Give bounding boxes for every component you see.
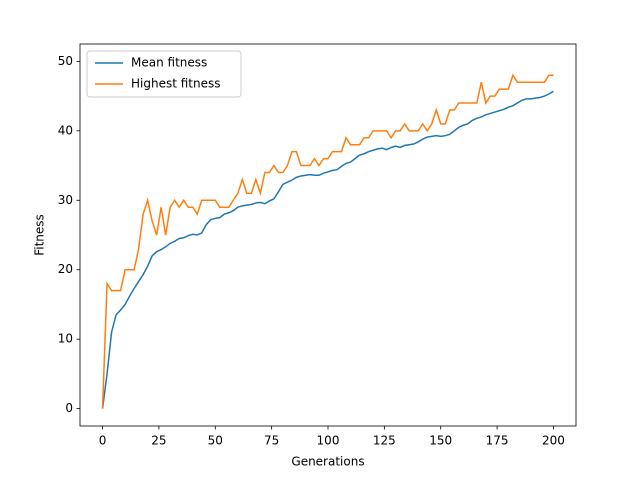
y-tick-label: 10 xyxy=(58,332,73,346)
x-tick-label: 200 xyxy=(542,434,565,448)
y-tick-label: 20 xyxy=(58,262,73,276)
legend-label: Highest fitness xyxy=(131,77,221,91)
series-line xyxy=(101,73,554,409)
x-tick-label: 0 xyxy=(99,434,107,448)
x-tick-label: 150 xyxy=(429,434,452,448)
x-tick-label: 100 xyxy=(317,434,340,448)
y-axis-label: Fitness xyxy=(33,214,47,256)
legend-label: Mean fitness xyxy=(131,56,207,70)
x-tick-label: 50 xyxy=(208,434,223,448)
y-tick-label: 40 xyxy=(58,123,73,137)
y-tick-label: 0 xyxy=(65,401,73,415)
x-tick-label: 25 xyxy=(151,434,166,448)
plot-frame xyxy=(79,43,577,427)
y-tick-label: 30 xyxy=(58,193,73,207)
x-tick-label: 175 xyxy=(486,434,509,448)
series-line xyxy=(101,90,554,409)
x-axis-label: Generations xyxy=(291,455,364,469)
y-tick-label: 50 xyxy=(58,54,73,68)
legend-box xyxy=(86,50,242,98)
x-tick-label: 125 xyxy=(373,434,396,448)
x-tick-label: 75 xyxy=(264,434,279,448)
